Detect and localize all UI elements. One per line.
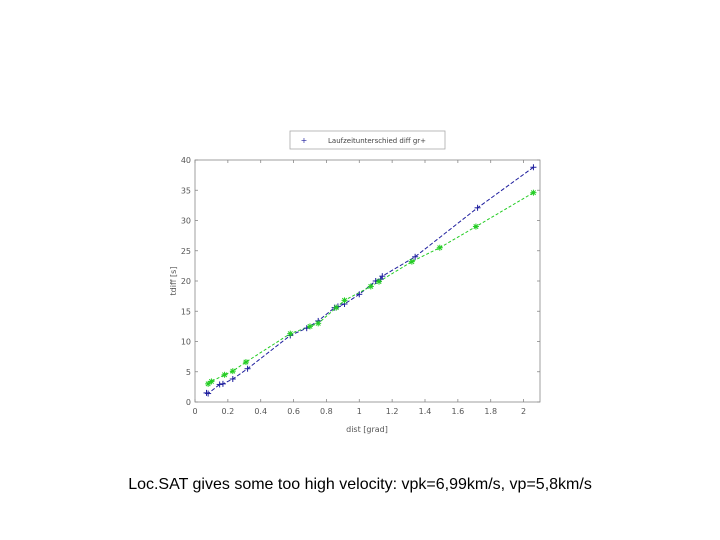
axis-ticks: 0 0.2 0.4 0.6 0.8 1 1.2 1.4 1.6 1.8 20510152025303… <box>181 156 540 416</box>
x-tick-label: 0.4 <box>254 407 267 416</box>
data-point-0 <box>474 204 481 211</box>
data-point-1 <box>208 378 215 385</box>
y-tick-label: 15 <box>181 307 191 316</box>
data-point-1 <box>242 359 249 366</box>
legend-entry: Laufzeitunterschied diff gr+ <box>328 137 426 145</box>
data-point-0 <box>379 273 386 280</box>
x-tick-label: 1.4 <box>419 407 432 416</box>
data-point-0 <box>530 164 537 171</box>
data-point-0 <box>412 253 419 260</box>
data-point-0 <box>244 365 251 372</box>
data-point-1 <box>333 304 340 311</box>
data-point-1 <box>205 380 212 387</box>
caption-text: Loc.SAT gives some too high velocity: vp… <box>128 476 592 493</box>
x-tick-label: 0.2 <box>221 407 234 416</box>
x-axis-label: dist [grad] <box>346 425 388 434</box>
data-point-0 <box>216 381 223 388</box>
legend-marker-plus: + <box>301 136 308 145</box>
data-point-1 <box>376 278 382 285</box>
x-tick-label: 2 <box>521 407 526 416</box>
y-tick-label: 20 <box>181 277 191 286</box>
data-point-1 <box>341 297 348 304</box>
data-point-0 <box>205 390 212 397</box>
data-point-0 <box>229 376 236 383</box>
data-point-1 <box>307 323 313 330</box>
x-tick-label: 1.6 <box>451 407 464 416</box>
legend-box <box>289 130 446 150</box>
y-tick-label: 0 <box>186 398 191 407</box>
data-point-1 <box>221 371 228 378</box>
data-point-1 <box>315 320 322 327</box>
legend: + Laufzeitunterschied diff gr+ <box>289 130 446 150</box>
y-tick-label: 25 <box>181 247 191 256</box>
x-tick-label: 0.6 <box>287 407 300 416</box>
x-tick-label: 0.8 <box>320 407 333 416</box>
y-tick-label: 35 <box>181 186 191 195</box>
data-point-0 <box>219 380 226 387</box>
x-tick-label: 1.2 <box>386 407 399 416</box>
series-markers <box>203 164 537 397</box>
y-tick-label: 30 <box>181 217 191 226</box>
chart: 0 0.2 0.4 0.6 0.8 1 1.2 1.4 1.6 1.8 20510152025303… <box>169 130 541 434</box>
plot-area <box>194 159 541 403</box>
y-tick-label: 10 <box>181 338 191 347</box>
y-axis-label: tdiff [s] <box>169 267 178 296</box>
data-point-0 <box>356 291 363 298</box>
data-point-1 <box>472 223 479 230</box>
y-tick-label: 40 <box>181 156 191 165</box>
data-point-1 <box>530 189 537 196</box>
x-tick-label: 1 <box>357 407 362 416</box>
data-point-1 <box>287 330 294 337</box>
data-point-1 <box>408 258 415 265</box>
data-point-1 <box>436 244 443 251</box>
x-tick-label: 0 <box>192 407 197 416</box>
data-point-1 <box>367 283 374 290</box>
data-point-1 <box>229 368 236 375</box>
y-tick-label: 5 <box>186 368 191 377</box>
x-tick-label: 1.8 <box>484 407 497 416</box>
